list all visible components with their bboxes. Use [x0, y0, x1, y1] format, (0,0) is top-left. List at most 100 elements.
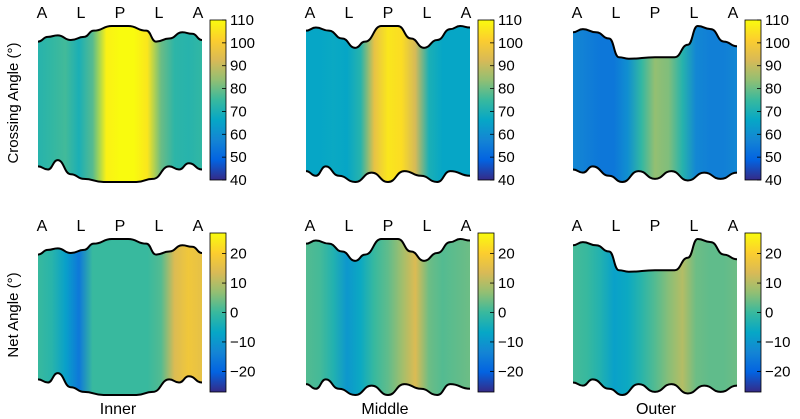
panel-crossing-inner: A L P L A 110 100 90 80 70 60 50 40 — [37, 5, 255, 189]
colorbar-tick-label: 80 — [498, 81, 515, 98]
colorbar-tick-label: 110 — [230, 12, 254, 29]
position-label: A — [37, 5, 48, 22]
position-label: L — [155, 218, 164, 235]
colorbar-tick-label: 70 — [765, 103, 782, 120]
position-label: A — [193, 5, 204, 22]
panel-crossing-outer: A L P L A 110 100 90 80 70 60 50 40 — [572, 5, 790, 189]
heatmap-surface — [38, 239, 202, 395]
colorbar-tick-label: 10 — [765, 275, 782, 292]
colorbar-tick-label: 0 — [765, 305, 773, 322]
position-label: A — [37, 218, 48, 235]
heatmap-surface — [38, 26, 202, 182]
position-label: P — [383, 5, 394, 22]
position-label: L — [77, 5, 86, 22]
row-label-net-angle: Net Angle (°) — [5, 272, 22, 357]
panel-net-inner: A L P L A 20 10 0 −10 −20 — [37, 218, 255, 396]
position-label: L — [423, 5, 432, 22]
colorbar-tick-label: 60 — [765, 126, 782, 143]
colorbar-tick-label: 10 — [230, 275, 247, 292]
heatmap-top-boundary — [572, 24, 738, 60]
panel-net-outer: A L P L A 20 10 0 −10 −20 — [572, 218, 790, 397]
colorbar-tick-label: 110 — [498, 12, 522, 29]
colorbar-tick-label: 110 — [765, 12, 789, 29]
position-label: P — [650, 5, 661, 22]
colorbar-tick-label: 80 — [230, 81, 247, 98]
colorbar — [744, 19, 762, 181]
colorbar-tick-label: 20 — [498, 246, 515, 263]
colorbar-tick-label: 40 — [498, 172, 515, 189]
position-label: P — [383, 218, 394, 235]
position-label: A — [728, 5, 739, 22]
colorbar-tick-label: 90 — [230, 58, 247, 75]
colorbar-tick-label: 70 — [498, 103, 515, 120]
colorbar-tick-label: 0 — [498, 305, 506, 322]
colorbar-tick-label: 70 — [230, 103, 247, 120]
heatmap-surface — [306, 26, 470, 182]
position-label: P — [115, 5, 126, 22]
panel-net-middle: A L P L A 20 10 0 −10 −20 — [305, 218, 523, 397]
position-label: L — [77, 218, 86, 235]
position-label: A — [305, 218, 316, 235]
heatmap-bottom-boundary — [305, 165, 471, 184]
colorbar-tick-label: 10 — [498, 275, 515, 292]
position-label: L — [423, 218, 432, 235]
colorbar-tick-label: −10 — [765, 334, 790, 351]
colorbar-tick-label: −20 — [498, 363, 523, 380]
heatmap-surface — [573, 26, 737, 182]
colorbar — [209, 19, 227, 181]
colorbar-tick-label: 50 — [230, 149, 247, 166]
position-label: A — [461, 5, 472, 22]
colorbar-tick-label: 60 — [230, 126, 247, 143]
row-label-crossing-angle: Crossing Angle (°) — [5, 42, 22, 163]
colorbar-tick-label: 100 — [230, 35, 255, 52]
position-label: A — [193, 218, 204, 235]
position-label: L — [612, 5, 621, 22]
colorbar — [477, 19, 495, 181]
heatmap-top-boundary — [37, 238, 203, 256]
heatmap-top-boundary — [305, 237, 471, 262]
colorbar-tick-label: −10 — [230, 334, 255, 351]
position-label: L — [345, 5, 354, 22]
position-label: P — [650, 218, 661, 235]
heatmap-bottom-boundary — [37, 159, 203, 184]
colorbar-tick-label: 60 — [498, 126, 515, 143]
colorbar-tick-label: −10 — [498, 334, 523, 351]
colorbar-tick-label: 40 — [765, 172, 782, 189]
colorbar-tick-label: 40 — [230, 172, 247, 189]
position-label: L — [690, 218, 699, 235]
colorbar-tick-label: −20 — [765, 363, 790, 380]
colorbar-tick-label: −20 — [230, 363, 255, 380]
position-label: A — [572, 5, 583, 22]
position-label: A — [461, 218, 472, 235]
column-label-middle: Middle — [361, 401, 408, 418]
colorbar-tick-label: 90 — [498, 58, 515, 75]
panel-crossing-middle: A L P L A 110 100 90 80 70 60 50 40 — [305, 5, 523, 189]
colorbar-tick-label: 100 — [765, 35, 790, 52]
position-label: L — [345, 218, 354, 235]
heatmap-top-boundary — [572, 237, 738, 273]
column-label-inner: Inner — [100, 401, 137, 418]
column-label-outer: Outer — [636, 401, 677, 418]
position-label: A — [728, 218, 739, 235]
heatmap-bottom-boundary — [305, 378, 471, 397]
colorbar-tick-label: 20 — [230, 246, 247, 263]
colorbar-tick-label: 50 — [765, 149, 782, 166]
heatmap-top-boundary — [305, 24, 471, 49]
position-label: L — [690, 5, 699, 22]
colorbar-tick-label: 80 — [765, 81, 782, 98]
colorbar-tick-label: 50 — [498, 149, 515, 166]
colorbar-tick-label: 20 — [765, 246, 782, 263]
heatmap-surface — [573, 239, 737, 395]
position-label: L — [155, 5, 164, 22]
colorbar-tick-label: 90 — [765, 58, 782, 75]
position-label: L — [612, 218, 621, 235]
heatmap-top-boundary — [37, 24, 203, 43]
heatmap-bottom-boundary — [572, 378, 738, 397]
colorbar-tick-label: 0 — [230, 305, 238, 322]
position-label: A — [305, 5, 316, 22]
position-label: P — [115, 218, 126, 235]
colorbar-tick-label: 100 — [498, 35, 523, 52]
position-label: A — [572, 218, 583, 235]
